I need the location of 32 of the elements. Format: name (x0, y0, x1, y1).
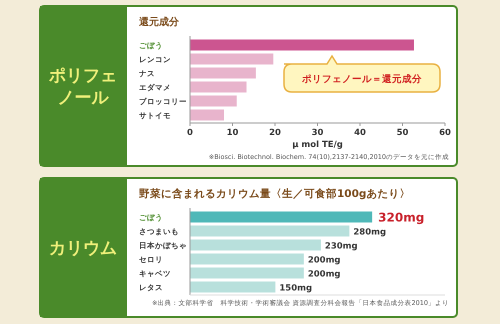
data-label: 150mg (279, 284, 312, 294)
data-label: 230mg (324, 242, 358, 252)
text: カリウム (49, 238, 117, 258)
chart-subtitle: 還元成分 (138, 16, 180, 28)
bar (190, 268, 304, 278)
x-tick-label: 10 (226, 128, 238, 138)
x-tick-label: 20 (269, 128, 281, 138)
x-tick-label: 50 (396, 128, 408, 138)
picture-callout: ポリフェノール＝還元成分 (283, 55, 441, 93)
bar (190, 96, 237, 106)
text: ポリフェノール (48, 66, 117, 108)
data-label: 200mg (308, 270, 341, 280)
bar (190, 68, 256, 78)
bar (190, 40, 414, 50)
x-axis-title: µ mol TE/g (292, 140, 343, 150)
bar (190, 254, 304, 264)
annotation: ポリフェノール＝還元成分 (301, 73, 423, 85)
bar (190, 226, 350, 236)
data-label: 200mg (308, 256, 341, 266)
bar (190, 282, 276, 292)
data-label: 320mg (378, 210, 424, 224)
x-tick-label: 0 (187, 128, 194, 138)
x-tick-label: 40 (354, 128, 366, 138)
bar (190, 110, 224, 120)
x-tick-label: 60 (439, 128, 451, 138)
bar (190, 82, 247, 92)
x-tick-label: 30 (312, 128, 324, 138)
chart-subtitle: 野菜に含まれるカリウム量〈生／可食部100gあたり〉 (139, 187, 410, 200)
data-label: 280mg (353, 228, 386, 238)
bar (190, 54, 274, 64)
bar (190, 212, 372, 222)
bar (190, 240, 321, 250)
